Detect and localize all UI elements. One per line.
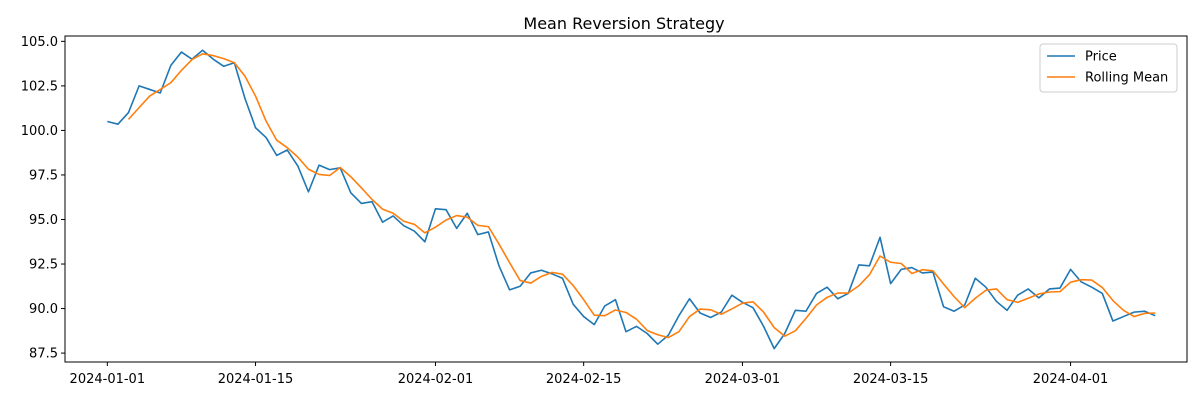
chart-title: Mean Reversion Strategy bbox=[523, 14, 724, 33]
y-axis: 87.5 90.0 92.5 95.0 97.5 100.0 102.5 105.0 bbox=[21, 35, 65, 362]
y-tick-label: 92.5 bbox=[29, 258, 58, 273]
legend-label: Rolling Mean bbox=[1085, 71, 1168, 86]
plot-area: 2024-01-01 2024-01-15 2024-02-01 2024-02-15… bbox=[21, 35, 1188, 387]
y-tick-label: 95.0 bbox=[29, 213, 58, 228]
y-tick-label: 97.5 bbox=[29, 168, 58, 183]
legend: Price Rolling Mean bbox=[1039, 43, 1178, 93]
y-tick-label: 90.0 bbox=[29, 302, 58, 317]
x-tick-label: 2024-03-15 bbox=[853, 372, 929, 387]
axes-frame bbox=[64, 35, 1188, 363]
x-tick-label: 2024-03-01 bbox=[705, 372, 781, 387]
x-tick-label: 2024-01-15 bbox=[218, 372, 294, 387]
y-tick-label: 100.0 bbox=[21, 124, 58, 139]
y-tick-label: 87.5 bbox=[29, 347, 58, 362]
x-tick-label: 2024-04-01 bbox=[1033, 372, 1109, 387]
series-line-price bbox=[107, 49, 1156, 350]
y-tick-label: 105.0 bbox=[21, 35, 58, 50]
legend-label: Price bbox=[1085, 50, 1117, 65]
series-line-rolling-mean bbox=[127, 53, 1156, 339]
x-axis: 2024-01-01 2024-01-15 2024-02-01 2024-02-15… bbox=[70, 362, 1109, 387]
y-tick-label: 102.5 bbox=[21, 79, 58, 94]
x-tick-label: 2024-02-15 bbox=[546, 372, 622, 387]
series-layer bbox=[107, 49, 1156, 350]
x-tick-label: 2024-02-01 bbox=[398, 372, 474, 387]
x-tick-label: 2024-01-01 bbox=[70, 372, 146, 387]
